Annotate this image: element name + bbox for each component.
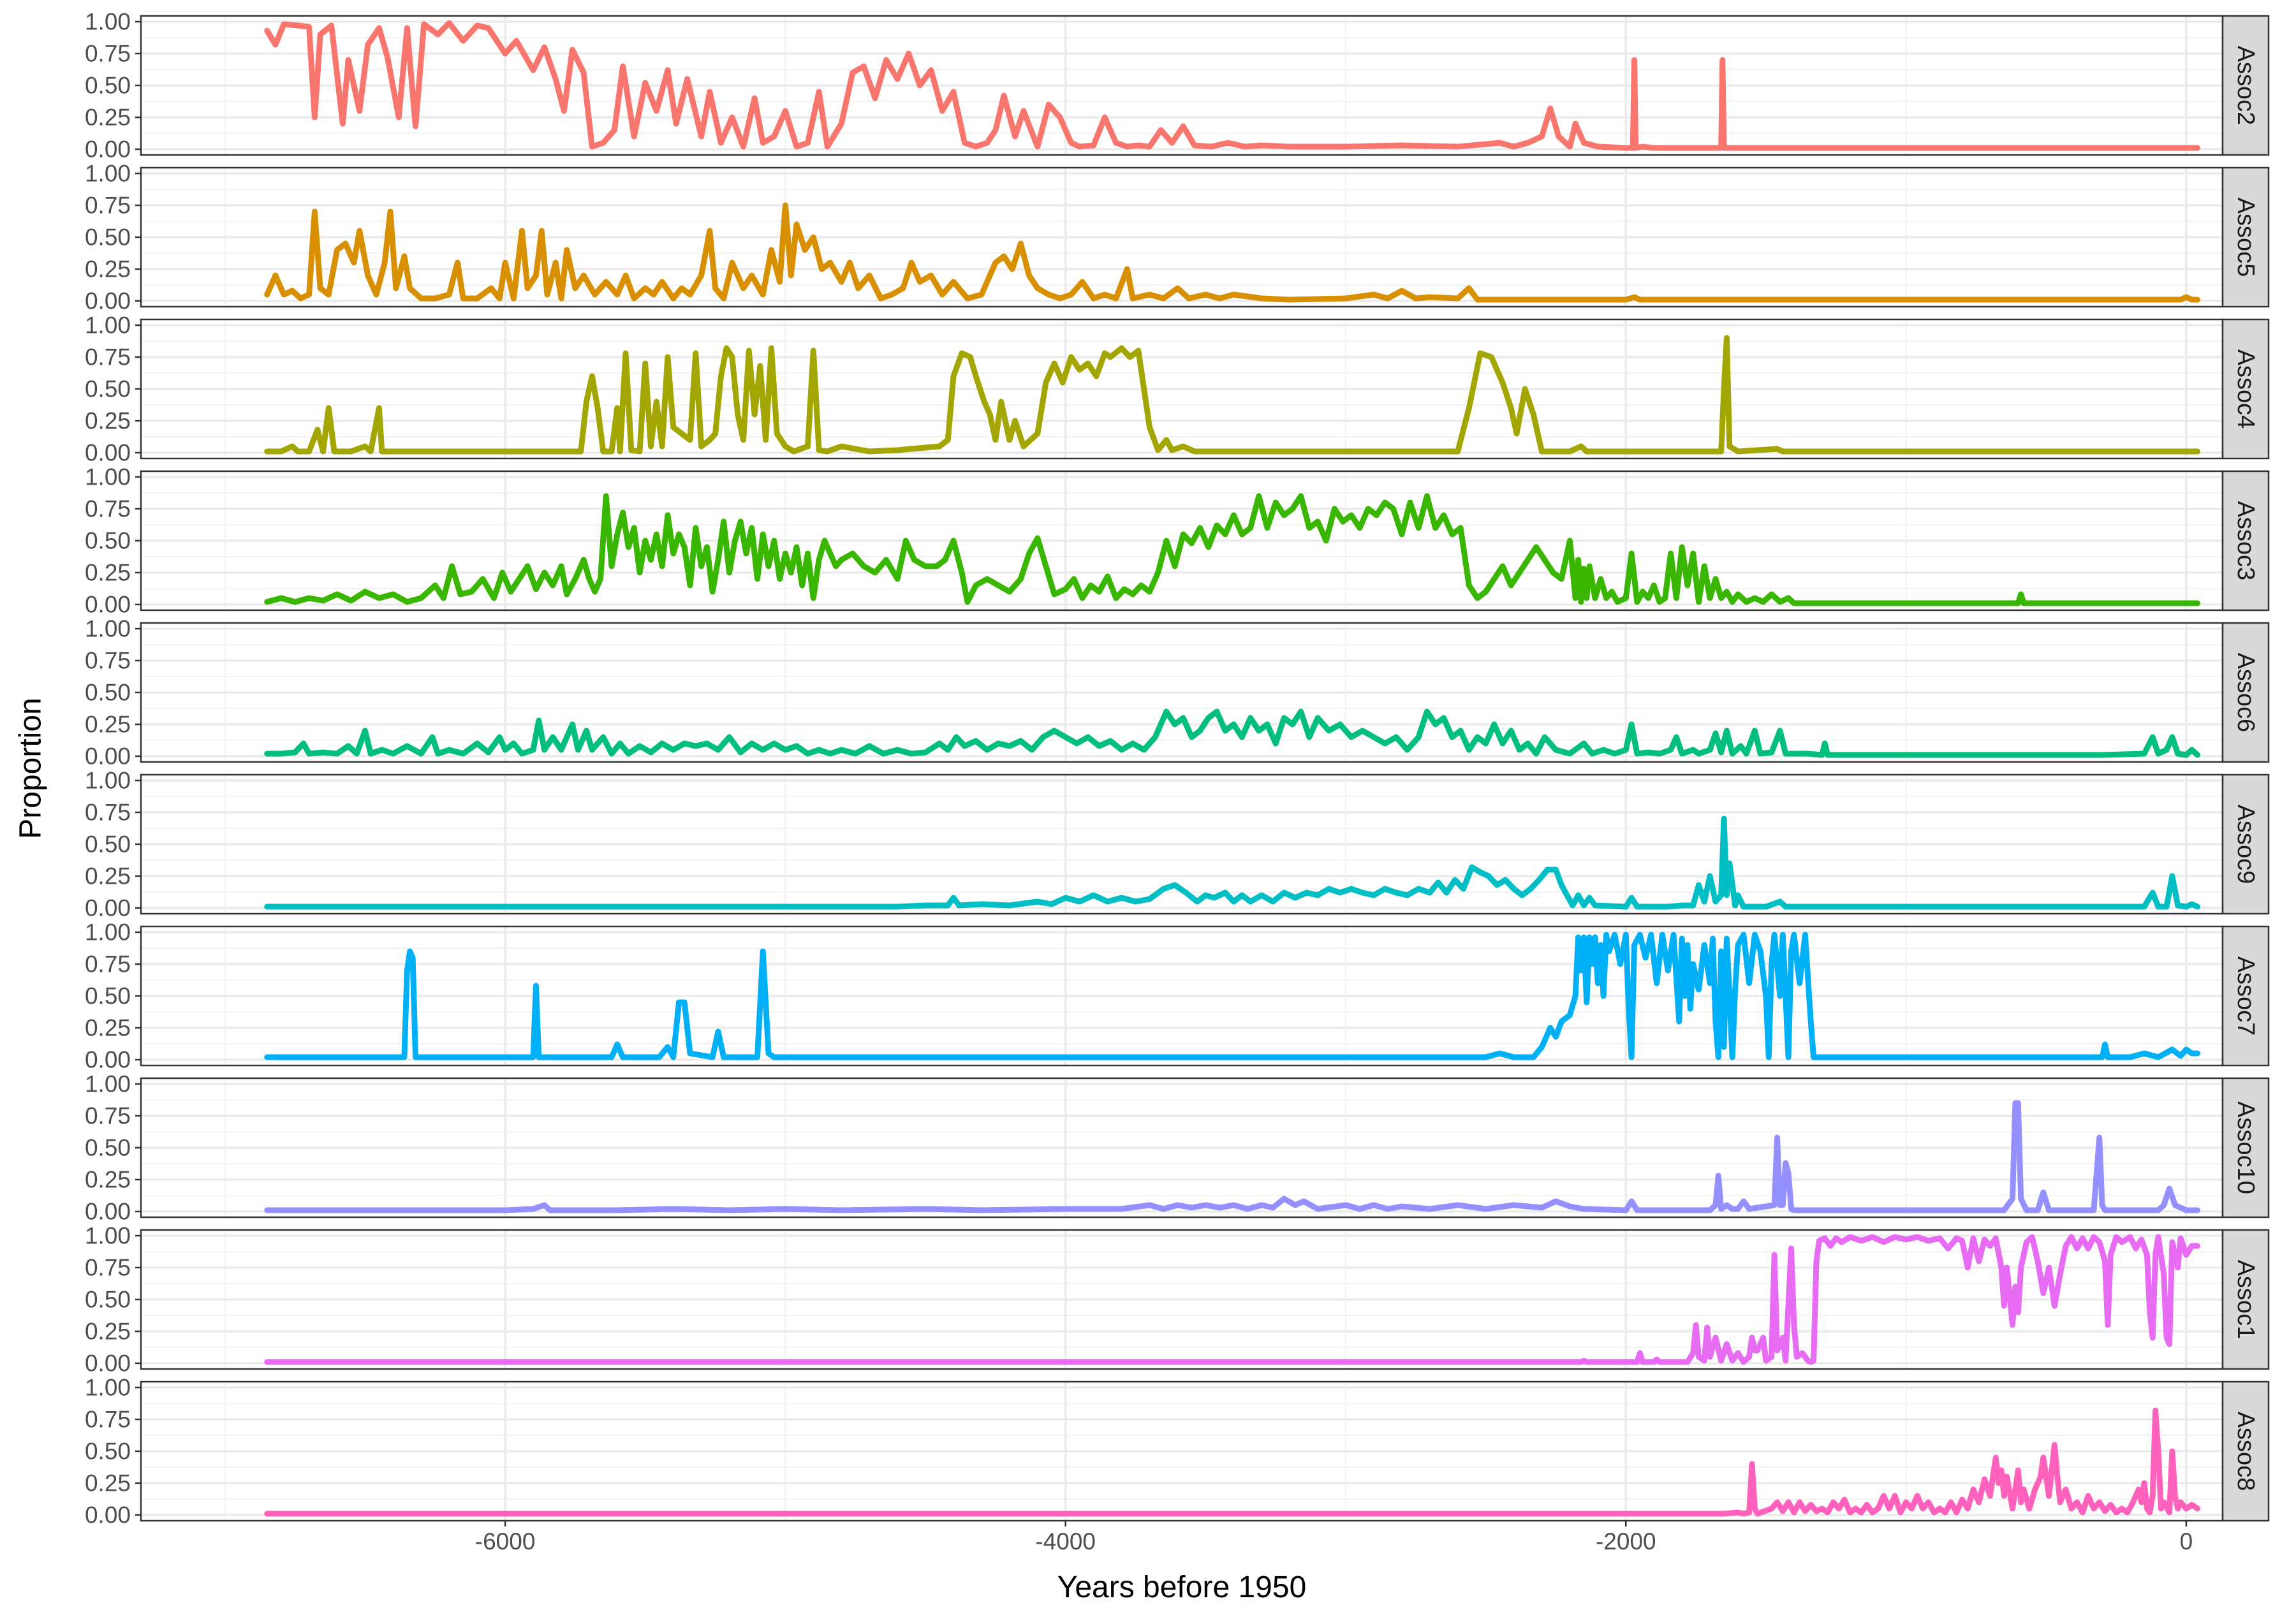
series-line-assoc9 [264, 816, 2200, 910]
y-tick-label: 1.00 [85, 9, 131, 35]
facet-strip [2221, 925, 2270, 1067]
series-line-assoc7 [264, 932, 2200, 1060]
series-line-assoc1 [264, 1234, 2200, 1365]
y-tick-label: 0.50 [85, 680, 131, 706]
y-tick-label: 1.00 [85, 1223, 131, 1249]
y-tick-label: 1.00 [85, 1071, 131, 1097]
series-line-assoc3 [264, 493, 2200, 606]
facet-strip [2221, 15, 2270, 156]
y-tick-label: 0.75 [85, 496, 131, 522]
y-axis-title: Proportion [14, 698, 48, 838]
facet-strip [2221, 1229, 2270, 1370]
y-tick-label: 0.00 [85, 895, 131, 921]
y-tick-label: 0.00 [85, 743, 131, 770]
series-line-assoc2 [264, 20, 2200, 151]
series-line-assoc6 [264, 708, 2200, 758]
y-tick-label: 1.00 [85, 1375, 131, 1401]
facet-label: Assoc2 [2232, 46, 2259, 126]
x-tick-label: -4000 [1035, 1528, 1096, 1555]
y-tick-label: 0.00 [85, 440, 131, 466]
facet-strip [2221, 318, 2270, 460]
facet-label: Assoc3 [2232, 501, 2259, 581]
y-tick-label: 0.25 [85, 863, 131, 889]
y-tick-label: 0.75 [85, 1255, 131, 1281]
y-tick-label: 0.25 [85, 408, 131, 434]
y-tick-label: 1.00 [85, 919, 131, 946]
x-axis-title: Years before 1950 [1057, 1570, 1307, 1604]
facet-label: Assoc1 [2232, 1260, 2259, 1340]
facet-strip [2221, 622, 2270, 763]
facet-label: Assoc6 [2232, 653, 2259, 733]
y-tick-label: 0.50 [85, 224, 131, 251]
x-tick-label: 0 [2180, 1528, 2193, 1555]
series-line-assoc8 [264, 1407, 2200, 1517]
facet-label: Assoc7 [2232, 956, 2259, 1036]
y-tick-label: 0.00 [85, 136, 131, 163]
y-tick-label: 0.25 [85, 256, 131, 282]
y-tick-label: 0.25 [85, 1167, 131, 1193]
y-tick-label: 0.50 [85, 1287, 131, 1313]
facet-strip [2221, 773, 2270, 915]
series-line-assoc5 [264, 202, 2200, 303]
y-tick-label: 0.50 [85, 376, 131, 402]
y-tick-label: 0.00 [85, 1199, 131, 1225]
y-tick-label: 1.00 [85, 161, 131, 187]
y-tick-label: 0.00 [85, 592, 131, 618]
y-tick-label: 1.00 [85, 768, 131, 794]
y-tick-label: 0.25 [85, 1015, 131, 1041]
y-tick-label: 0.50 [85, 1438, 131, 1465]
y-tick-label: 0.75 [85, 951, 131, 977]
y-tick-label: 0.25 [85, 560, 131, 586]
facet-label: Assoc9 [2232, 805, 2259, 884]
facet-label: Assoc4 [2232, 349, 2259, 429]
y-tick-label: 0.00 [85, 1502, 131, 1528]
y-tick-label: 1.00 [85, 616, 131, 642]
y-tick-label: 1.00 [85, 312, 131, 339]
y-tick-label: 0.25 [85, 1470, 131, 1497]
series-line-assoc4 [264, 335, 2200, 455]
facet-strip [2221, 470, 2270, 611]
y-tick-label: 0.75 [85, 648, 131, 674]
facet-strip [2221, 1380, 2270, 1522]
y-tick-label: 0.50 [85, 831, 131, 858]
y-tick-label: 0.50 [85, 983, 131, 1009]
x-tick-label: -2000 [1596, 1528, 1656, 1555]
y-tick-label: 0.75 [85, 344, 131, 370]
series-line-assoc10 [264, 1100, 2200, 1213]
facet-label: Assoc10 [2232, 1101, 2259, 1194]
y-tick-label: 0.00 [85, 288, 131, 314]
y-tick-label: 0.00 [85, 1350, 131, 1377]
y-tick-label: 0.25 [85, 712, 131, 738]
x-tick-label: -6000 [475, 1528, 536, 1555]
y-tick-label: 0.25 [85, 105, 131, 131]
y-tick-label: 0.50 [85, 1135, 131, 1161]
y-tick-label: 0.50 [85, 73, 131, 99]
y-tick-label: 0.75 [85, 1407, 131, 1433]
y-tick-label: 0.25 [85, 1319, 131, 1345]
y-tick-label: 0.75 [85, 41, 131, 67]
facet-strip [2221, 1077, 2270, 1218]
facet-label: Assoc8 [2232, 1412, 2259, 1491]
y-tick-label: 0.75 [85, 193, 131, 219]
facet-label: Assoc5 [2232, 198, 2259, 277]
y-tick-label: 0.50 [85, 528, 131, 554]
facet-strip [2221, 166, 2270, 308]
y-tick-label: 0.00 [85, 1047, 131, 1073]
y-tick-label: 1.00 [85, 464, 131, 490]
y-tick-label: 0.75 [85, 1103, 131, 1129]
y-tick-label: 0.75 [85, 800, 131, 826]
